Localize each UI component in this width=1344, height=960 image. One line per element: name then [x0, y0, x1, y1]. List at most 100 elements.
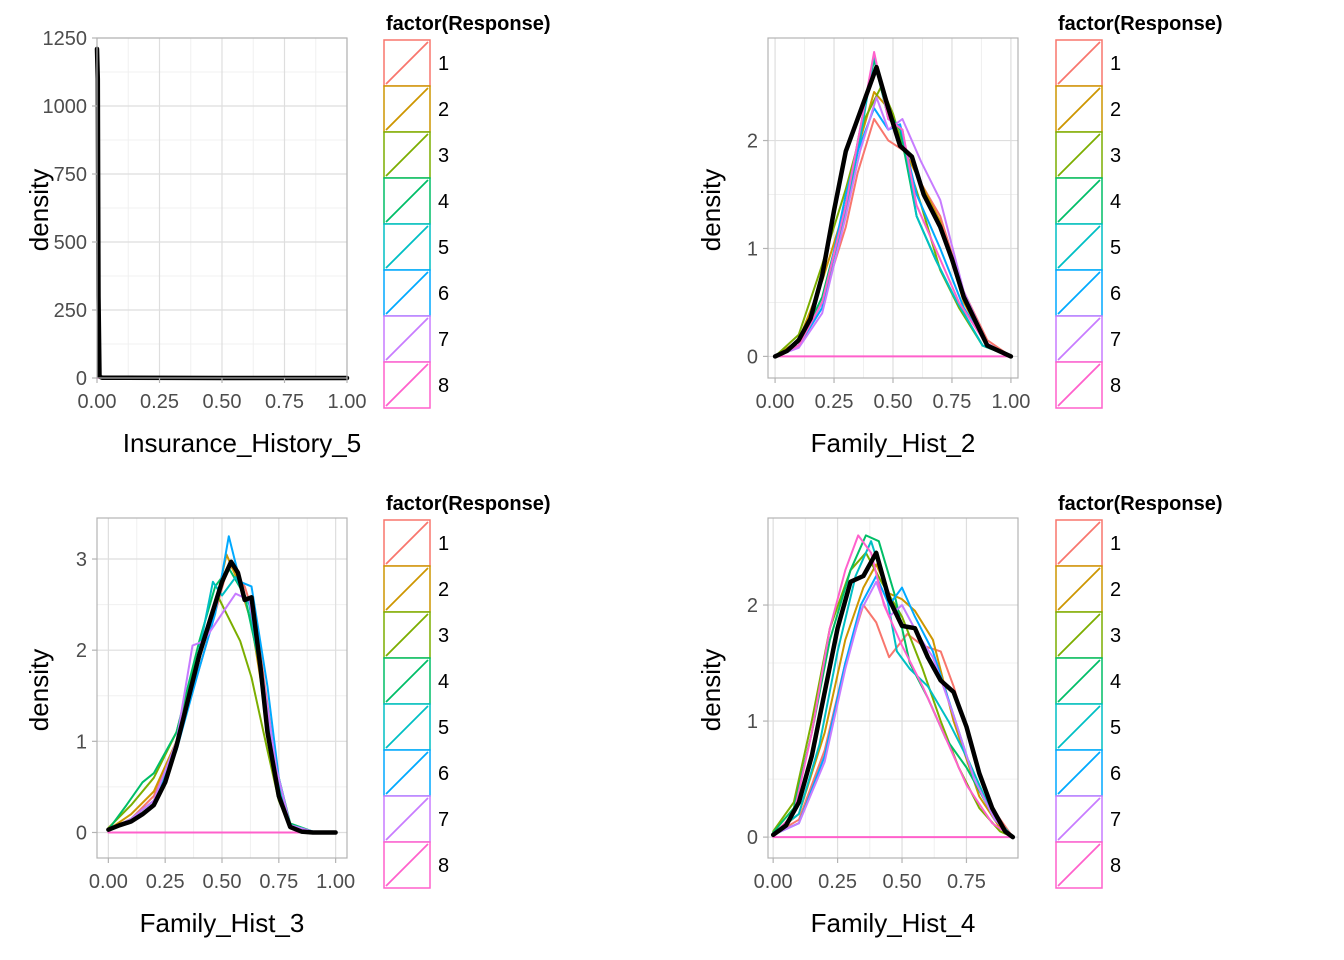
legend: factor(Response) 1 2 3 4 5 6 7 8 — [383, 493, 550, 889]
legend-label: 6 — [1110, 763, 1121, 785]
y-tick-label: 2 — [747, 131, 758, 153]
density-panel: 0.00 0.25 0.50 0.75 0 1 2 Family_Hist_4 density f… — [696, 493, 1222, 938]
x-tick-label: 0.00 — [756, 391, 795, 413]
y-tick-label: 1 — [747, 238, 758, 260]
legend-label: 7 — [1110, 809, 1121, 831]
legend-key-line — [385, 751, 429, 795]
x-tick-label: 0.25 — [815, 391, 854, 413]
y-tick-label: 1 — [747, 711, 758, 733]
legend-key-line — [385, 521, 429, 565]
legend-key-line — [1057, 271, 1101, 315]
y-tick-label: 250 — [54, 300, 87, 322]
legend-label: 2 — [1110, 99, 1121, 121]
y-axis-title: density — [24, 169, 54, 251]
x-axis-title: Family_Hist_2 — [811, 428, 976, 458]
legend-key-line — [1057, 797, 1101, 841]
legend-key-line — [1057, 613, 1101, 657]
legend-key-line — [385, 225, 429, 269]
legend-label: 1 — [438, 53, 449, 75]
density-panel: 0.00 0.25 0.50 0.75 1.00 0 1 2 3 Family_Hist_3 den… — [24, 493, 550, 938]
x-tick-label: 0.75 — [947, 871, 986, 893]
x-tick-label: 0.50 — [874, 391, 913, 413]
legend-label: 1 — [1110, 533, 1121, 555]
legend-label: 7 — [1110, 329, 1121, 351]
panel-border — [767, 517, 1019, 859]
legend-label: 5 — [1110, 717, 1121, 739]
legend-key-line — [385, 797, 429, 841]
x-tick-label: 0.25 — [818, 871, 857, 893]
y-tick-label: 1 — [76, 731, 87, 753]
x-tick-label: 1.00 — [316, 871, 355, 893]
y-tick-label: 1250 — [43, 28, 88, 50]
density-panel: 0.00 0.25 0.50 0.75 1.00 0 1 2 Family_Hist_2 dens… — [696, 13, 1222, 458]
overall-density-line — [106, 559, 338, 835]
legend-key-line — [385, 133, 429, 177]
legend-label: 8 — [1110, 375, 1121, 397]
legend-key-line — [1057, 521, 1101, 565]
legend-key-line — [385, 179, 429, 223]
x-tick-label: 1.00 — [991, 391, 1030, 413]
legend-label: 6 — [1110, 283, 1121, 305]
x-axis-title: Family_Hist_4 — [811, 908, 976, 938]
legend-label: 7 — [438, 809, 449, 831]
legend-key-line — [385, 41, 429, 85]
x-tick-label: 0.00 — [89, 871, 128, 893]
legend-label: 7 — [438, 329, 449, 351]
legend-key-line — [1057, 843, 1101, 887]
x-tick-label: 0.00 — [78, 391, 117, 413]
legend-key-line — [385, 659, 429, 703]
overall-density-line — [770, 550, 1016, 840]
y-tick-label: 1000 — [43, 96, 88, 118]
legend-label: 5 — [1110, 237, 1121, 259]
legend-key-line — [385, 87, 429, 131]
y-tick-label: 0 — [747, 827, 758, 849]
legend-key-line — [1057, 567, 1101, 611]
legend-label: 3 — [1110, 625, 1121, 647]
legend-key-line — [1057, 179, 1101, 223]
legend-key-line — [1057, 317, 1101, 361]
y-tick-label: 0 — [76, 368, 87, 390]
x-tick-label: 0.75 — [259, 871, 298, 893]
legend-label: 8 — [1110, 855, 1121, 877]
x-tick-label: 0.00 — [754, 871, 793, 893]
legend-key-line — [385, 271, 429, 315]
legend-label: 6 — [438, 763, 449, 785]
density-line — [772, 534, 1014, 839]
y-axis-title: density — [696, 649, 726, 731]
legend-title: factor(Response) — [1058, 13, 1222, 35]
legend-key-line — [1057, 705, 1101, 749]
legend-label: 4 — [1110, 671, 1121, 693]
legend-key-line — [1057, 363, 1101, 407]
legend-label: 1 — [438, 533, 449, 555]
y-axis-title: density — [24, 649, 54, 731]
legend-label: 2 — [1110, 579, 1121, 601]
x-tick-label: 0.25 — [140, 391, 179, 413]
legend-key-line — [1057, 225, 1101, 269]
legend-key-line — [1057, 659, 1101, 703]
x-tick-label: 1.00 — [328, 391, 367, 413]
legend-label: 2 — [438, 99, 449, 121]
density-line — [774, 51, 1012, 358]
legend-key-line — [385, 567, 429, 611]
legend-label: 1 — [1110, 53, 1121, 75]
x-tick-label: 0.75 — [265, 391, 304, 413]
x-tick-label: 0.50 — [883, 871, 922, 893]
legend-key-line — [385, 613, 429, 657]
x-axis-title: Family_Hist_3 — [140, 908, 305, 938]
legend-key-line — [385, 317, 429, 361]
legend-key-line — [1057, 751, 1101, 795]
x-tick-label: 0.75 — [932, 391, 971, 413]
legend: factor(Response) 1 2 3 4 5 6 7 8 — [1055, 13, 1222, 409]
legend-label: 3 — [438, 145, 449, 167]
legend: factor(Response) 1 2 3 4 5 6 7 8 — [383, 13, 550, 409]
legend-label: 3 — [438, 625, 449, 647]
legend-label: 4 — [438, 191, 449, 213]
legend-key-line — [385, 363, 429, 407]
y-axis-title: density — [696, 169, 726, 251]
overall-density-line — [772, 64, 1014, 359]
legend-label: 5 — [438, 237, 449, 259]
y-tick-label: 2 — [747, 595, 758, 617]
y-tick-label: 500 — [54, 232, 87, 254]
y-tick-label: 3 — [76, 549, 87, 571]
